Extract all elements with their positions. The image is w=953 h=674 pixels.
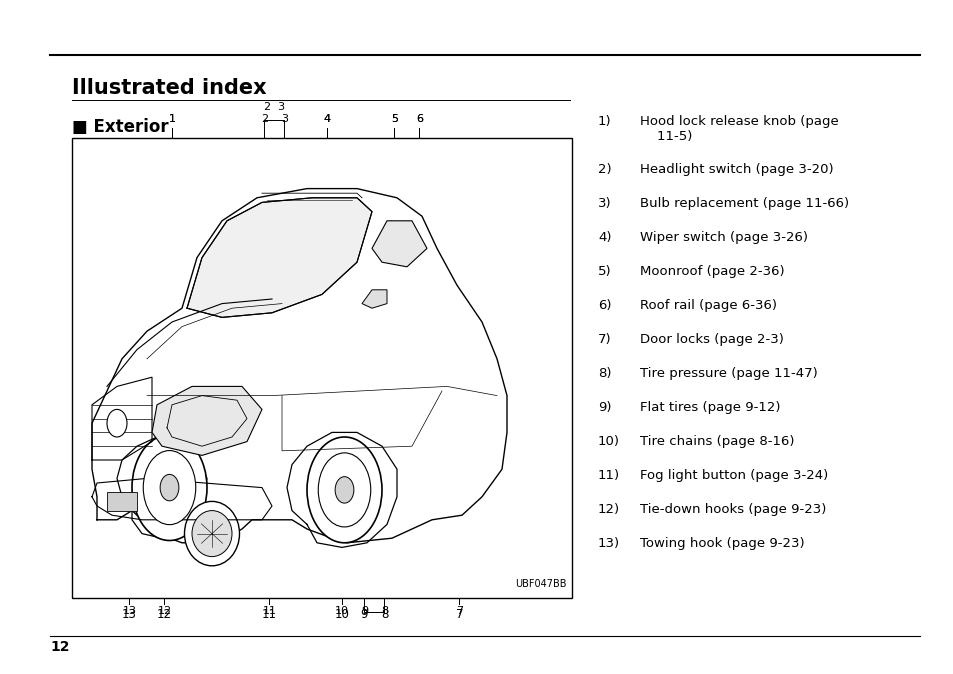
Text: 6: 6	[416, 114, 422, 124]
Text: Door locks (page 2-3): Door locks (page 2-3)	[639, 333, 783, 346]
Text: 7): 7)	[598, 333, 611, 346]
Text: 2  3: 2 3	[264, 102, 285, 112]
Text: 12: 12	[50, 640, 70, 654]
Text: 11: 11	[262, 608, 276, 621]
Text: 5: 5	[391, 114, 397, 124]
Text: 9): 9)	[598, 401, 611, 414]
Ellipse shape	[184, 501, 239, 565]
Ellipse shape	[107, 409, 127, 437]
Ellipse shape	[335, 477, 354, 503]
Text: UBF047BB: UBF047BB	[515, 579, 566, 589]
Text: 6: 6	[416, 114, 422, 124]
Text: 1: 1	[169, 114, 175, 124]
Text: 10: 10	[335, 606, 349, 616]
Text: 7: 7	[456, 606, 462, 616]
Text: Fog light button (page 3-24): Fog light button (page 3-24)	[639, 469, 827, 482]
Text: 4: 4	[323, 114, 331, 124]
Text: 3: 3	[281, 114, 288, 124]
Text: Wiper switch (page 3-26): Wiper switch (page 3-26)	[639, 231, 807, 244]
Polygon shape	[107, 492, 137, 511]
Text: 1): 1)	[598, 115, 611, 128]
Text: 4: 4	[323, 114, 331, 124]
Text: Hood lock release knob (page
    11-5): Hood lock release knob (page 11-5)	[639, 115, 838, 143]
Ellipse shape	[192, 511, 232, 557]
Polygon shape	[372, 221, 427, 267]
Text: Tie-down hooks (page 9-23): Tie-down hooks (page 9-23)	[639, 503, 825, 516]
Ellipse shape	[318, 453, 371, 527]
Ellipse shape	[132, 435, 207, 541]
Text: Headlight switch (page 3-20): Headlight switch (page 3-20)	[639, 163, 833, 176]
Text: Roof rail (page 6-36): Roof rail (page 6-36)	[639, 299, 776, 312]
Text: Tire chains (page 8-16): Tire chains (page 8-16)	[639, 435, 794, 448]
Text: 6): 6)	[598, 299, 611, 312]
Text: 5: 5	[391, 114, 397, 124]
Text: 1: 1	[169, 114, 175, 124]
Text: 12: 12	[157, 608, 172, 621]
Text: 11: 11	[262, 606, 276, 616]
Text: Moonroof (page 2-36): Moonroof (page 2-36)	[639, 265, 783, 278]
Text: 9: 9	[360, 606, 368, 616]
Bar	[71, 138, 572, 598]
Text: 2: 2	[261, 114, 268, 124]
Text: 11): 11)	[598, 469, 619, 482]
Ellipse shape	[307, 437, 381, 543]
Text: 3): 3)	[598, 197, 611, 210]
Text: 8: 8	[380, 608, 388, 621]
Text: 13: 13	[122, 608, 137, 621]
Text: 10: 10	[335, 608, 349, 621]
Text: 9: 9	[360, 608, 368, 621]
Text: 10): 10)	[598, 435, 619, 448]
Ellipse shape	[143, 451, 195, 524]
Ellipse shape	[160, 474, 179, 501]
Text: Bulb replacement (page 11-66): Bulb replacement (page 11-66)	[639, 197, 848, 210]
Text: Flat tires (page 9-12): Flat tires (page 9-12)	[639, 401, 780, 414]
Polygon shape	[361, 290, 387, 308]
Text: Tire pressure (page 11-47): Tire pressure (page 11-47)	[639, 367, 817, 380]
Text: 5): 5)	[598, 265, 611, 278]
Text: 7: 7	[456, 608, 463, 621]
Text: Illustrated index: Illustrated index	[71, 78, 266, 98]
Text: 12): 12)	[598, 503, 619, 516]
Text: Towing hook (page 9-23): Towing hook (page 9-23)	[639, 537, 803, 550]
Polygon shape	[187, 197, 372, 317]
Text: 8: 8	[380, 606, 388, 616]
Text: 4): 4)	[598, 231, 611, 244]
Text: 12: 12	[157, 606, 172, 616]
Text: 13: 13	[122, 606, 136, 616]
Text: 2): 2)	[598, 163, 611, 176]
Text: ■ Exterior: ■ Exterior	[71, 118, 169, 136]
Polygon shape	[152, 386, 262, 456]
Text: 13): 13)	[598, 537, 619, 550]
Text: 8): 8)	[598, 367, 611, 380]
